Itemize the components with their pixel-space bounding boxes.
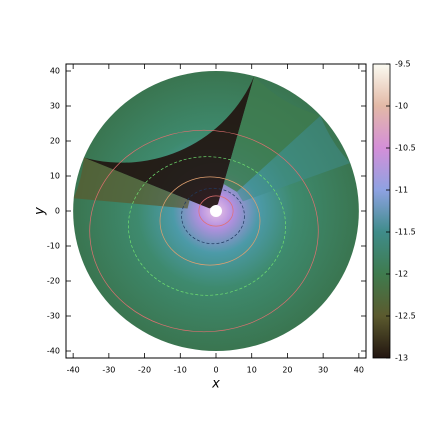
x-tick-label: -30	[102, 366, 115, 375]
y-tick-label: 40	[50, 67, 60, 76]
x-tick-label: 0	[213, 366, 218, 375]
colorbar-tick-label: -10	[395, 102, 408, 111]
colorbar-tick-label: -13	[395, 354, 408, 363]
x-tick-label: 40	[354, 366, 364, 375]
colorbar-tick-label: -11	[395, 186, 408, 195]
colorbar-tick-label: -12	[395, 270, 408, 279]
contour-field	[73, 71, 359, 351]
field-region	[73, 157, 190, 209]
contour-line	[181, 187, 245, 245]
contour-line	[89, 129, 319, 333]
field-region	[223, 76, 321, 192]
x-axis-label: x	[211, 377, 220, 392]
colorbar-tick-label: -11.5	[395, 228, 416, 237]
colorbar-tick-label: -10.5	[395, 144, 416, 153]
x-tick-label: 20	[282, 366, 292, 375]
x-tick-label: 30	[318, 366, 328, 375]
y-tick-label: -30	[47, 312, 60, 321]
y-tick-label: 20	[50, 137, 60, 146]
y-tick-label: -40	[47, 347, 60, 356]
contour-line	[198, 195, 234, 227]
x-tick-label: 10	[247, 366, 257, 375]
y-axis-label: y	[33, 207, 48, 216]
x-tick-label: -20	[138, 366, 151, 375]
colorbar-tick-label: -12.5	[395, 312, 416, 321]
contour-line	[128, 156, 286, 296]
x-tick-label: -40	[67, 366, 80, 375]
field-region	[83, 76, 255, 209]
contour-line	[159, 176, 261, 266]
colorbar	[372, 63, 391, 359]
y-tick-label: 30	[50, 102, 60, 111]
y-tick-label: -20	[47, 277, 60, 286]
y-tick-label: 0	[55, 207, 60, 216]
center-hole	[210, 205, 222, 217]
x-tick-label: -10	[174, 366, 187, 375]
y-tick-label: -10	[47, 242, 60, 251]
y-tick-label: 10	[50, 172, 60, 181]
colorbar-tick-label: -9.5	[395, 60, 411, 69]
